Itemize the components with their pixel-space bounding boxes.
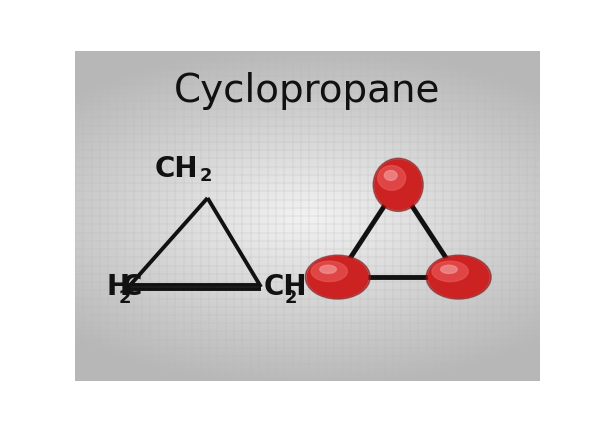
- Text: C: C: [121, 273, 142, 301]
- Ellipse shape: [432, 261, 468, 282]
- Ellipse shape: [428, 257, 489, 297]
- Ellipse shape: [378, 166, 406, 190]
- Text: 2: 2: [118, 289, 131, 307]
- Ellipse shape: [375, 160, 421, 210]
- Ellipse shape: [311, 261, 347, 282]
- Text: Cyclopropane: Cyclopropane: [174, 72, 441, 110]
- Ellipse shape: [373, 158, 423, 211]
- Ellipse shape: [305, 255, 370, 299]
- Ellipse shape: [320, 265, 337, 273]
- Ellipse shape: [307, 257, 368, 297]
- Text: 2: 2: [200, 167, 212, 185]
- Text: 2: 2: [284, 289, 297, 307]
- Ellipse shape: [385, 170, 397, 180]
- Text: CH: CH: [155, 155, 198, 183]
- Text: CH: CH: [263, 273, 307, 301]
- Ellipse shape: [440, 265, 457, 273]
- Ellipse shape: [426, 255, 491, 299]
- Text: H: H: [107, 273, 130, 301]
